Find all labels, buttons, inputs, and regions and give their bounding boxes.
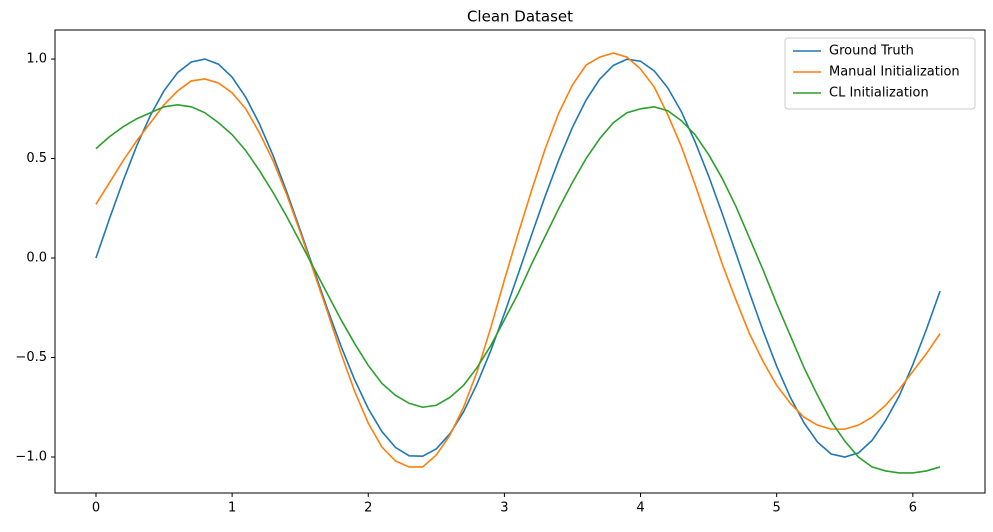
plot-frame [54, 29, 986, 494]
legend-box [784, 37, 976, 110]
y-tick-label: −0.5 [15, 350, 47, 365]
y-tick-label: 0.5 [26, 151, 47, 166]
y-tick-label: 1.0 [26, 52, 47, 67]
x-tick-label: 3 [500, 501, 508, 516]
y-tick-label: −1.0 [15, 449, 47, 464]
legend-label: Ground Truth [829, 44, 914, 59]
x-tick-label: 1 [228, 501, 236, 516]
x-tick-label: 2 [364, 501, 372, 516]
y-tick-label: 0.0 [26, 251, 47, 266]
x-tick-label: 6 [909, 501, 917, 516]
line-series [95, 104, 941, 474]
legend-label: CL Initialization [829, 86, 929, 101]
legend: Ground Truth Manual Initialization CL Init… [784, 37, 976, 110]
line-series [95, 58, 941, 458]
chart-title: Clean Dataset [467, 8, 573, 26]
legend-label: Manual Initialization [829, 65, 960, 80]
x-tick-label: 4 [636, 501, 644, 516]
x-tick-label: 5 [773, 501, 781, 516]
line-series [95, 52, 941, 468]
x-tick-label: 0 [92, 501, 100, 516]
